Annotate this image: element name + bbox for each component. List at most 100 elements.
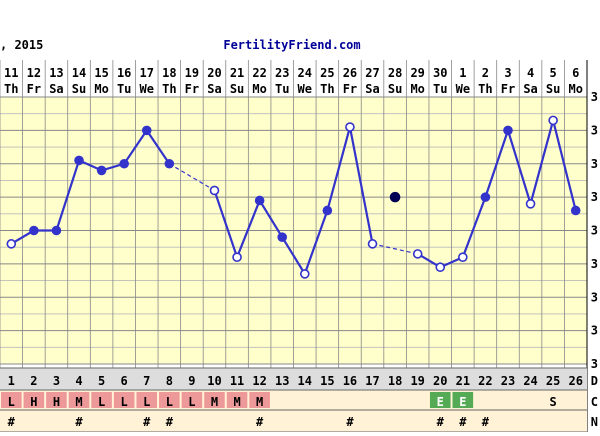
temperature-point [51,225,62,236]
cycle-day-label: 13 [275,374,289,388]
date-label: 1 [459,66,466,80]
temperature-point [254,195,265,206]
temperature-segment [123,129,148,165]
temperature-point [548,115,558,126]
right-axis-tick-label: 3 [591,123,598,137]
cycle-day-label: 11 [230,374,244,388]
cycle-day-row-background [0,368,587,390]
temperature-point [435,262,446,273]
cycle-day-label: 3 [53,374,60,388]
temperature-segment [484,130,510,198]
weekday-label: Th [4,82,18,96]
right-axis-tick-label: 3 [591,157,598,171]
site-link[interactable]: FertilityFriend.com [223,38,360,52]
temperature-point [277,232,288,242]
temperature-segment [303,210,329,275]
cervical-fluid-mark: E [437,395,444,409]
weekday-label: Fr [185,82,199,96]
cervical-fluid-mark: H [53,395,60,409]
cycle-day-label: 16 [343,374,357,388]
temperature-segment [236,200,261,258]
weekday-label: Sa [365,82,379,96]
weekday-label: Sa [523,82,537,96]
cervical-fluid-cell [452,392,474,408]
weekday-label: Tu [433,82,447,96]
temperature-segment [506,130,532,205]
right-axis-tick-label: 3 [591,190,598,204]
temperature-segment [552,120,577,211]
date-label: 26 [343,66,357,80]
weekday-label: Tu [275,82,289,96]
cycle-day-label: 26 [568,374,582,388]
cervical-fluid-mark: M [233,395,240,409]
date-label: 5 [550,66,557,80]
weekday-label: Sa [207,82,221,96]
right-axis-tick-label: 3 [591,290,598,304]
cycle-day-label: 15 [320,374,334,388]
temperature-segment [281,236,306,275]
weekday-label: Su [72,82,86,96]
weekday-label: Su [546,82,560,96]
cycle-day-label: 24 [523,374,537,388]
cervical-fluid-cell [113,392,135,408]
cycle-day-label: 2 [30,374,37,388]
temperature-segment [213,190,239,258]
temperature-point [232,252,242,263]
cervical-fluid-mark: L [166,395,173,409]
cervical-fluid-mark: L [143,395,150,409]
temperature-point [480,192,491,202]
cervical-fluid-mark: L [121,395,128,409]
bottom-rows: 1 L #2 H 3 H 4 M #5 L 6 L 7 L #8 L #9 L 10 M 11 M 12 M #13 14 15 16… [0,367,598,433]
weekday-label: We [456,82,470,96]
note-mark: # [437,415,445,429]
temperature-point [29,225,39,236]
note-mark: # [143,415,151,429]
cycle-day-label: 19 [410,374,424,388]
note-mark: # [482,415,490,429]
weekday-label: Tu [117,82,131,96]
weekday-label: Sa [49,82,63,96]
note-mark: # [346,415,354,429]
cervical-fluid-mark: H [30,395,37,409]
temperature-segment [529,120,555,205]
note-mark: # [75,415,83,429]
note-mark: # [459,415,467,429]
cycle-day-label: 17 [365,374,379,388]
date-label: 23 [275,66,289,80]
note-mark: # [166,415,174,429]
weekday-label: We [298,82,312,96]
cervical-fluid-cell [136,392,158,408]
date-label: 20 [207,66,221,80]
date-label: 22 [252,66,266,80]
temperature-point [367,239,378,249]
temperature-point [209,185,220,196]
temperature-point [74,155,84,166]
date-label: 4 [527,66,534,80]
weekday-label: Th [478,82,492,96]
temperature-point [141,125,152,136]
cycle-day-label: 1 [8,374,15,388]
temperature-point [345,122,355,132]
temperature-point-excluded [389,191,401,203]
temperature-segment [348,126,374,245]
cervical-fluid-mark: L [188,395,195,409]
temperature-point [525,199,536,209]
cervical-fluid-mark: L [8,395,15,409]
cervical-fluid-cell [46,392,67,408]
right-axis-tick-label: 3 [591,90,598,104]
cycle-day-label: 4 [75,374,82,388]
cycle-day-label: 7 [143,374,150,388]
date-label: 15 [94,66,108,80]
date-label: 3 [504,66,511,80]
temperature-point [96,165,107,176]
cervical-fluid-mark: S [550,395,557,409]
weekday-label: Mo [252,82,266,96]
temperature-segment [461,196,487,258]
note-mark: # [8,415,16,429]
date-label: 17 [140,66,154,80]
cycle-day-label: 18 [388,374,402,388]
temperature-point [412,249,423,259]
date-label: 12 [27,66,41,80]
right-axis-tick-label: 3 [591,224,598,238]
